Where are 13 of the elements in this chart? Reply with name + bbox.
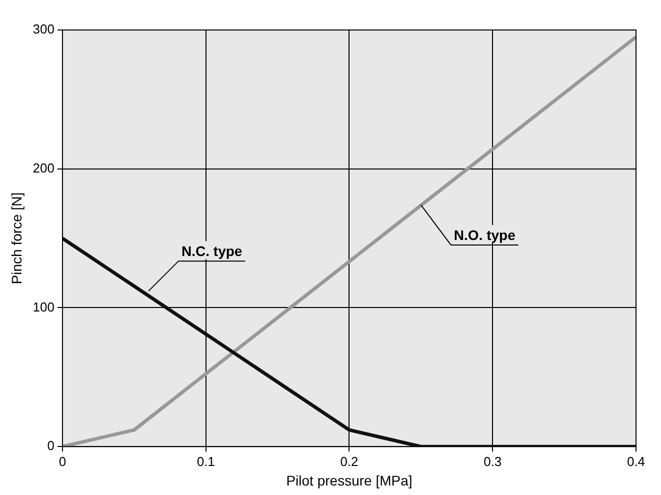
annotation: N.C. type <box>182 242 242 259</box>
x-tick-label: 0.2 <box>340 454 358 469</box>
y-tick-label: 300 <box>32 22 54 37</box>
x-tick-label: 0.1 <box>196 454 215 469</box>
x-tick-label: 0.3 <box>484 454 502 469</box>
annotation: N.O. type <box>454 226 516 243</box>
y-axis-title: Pinch force [N] <box>8 192 24 284</box>
x-axis-title: Pilot pressure [MPa] <box>286 472 412 488</box>
y-tick-label: 0 <box>47 438 54 454</box>
y-tick-label: 200 <box>32 160 54 176</box>
y-tick-label: 100 <box>32 299 54 314</box>
x-tick-label: 0 <box>58 454 66 469</box>
x-tick-label: 0.4 <box>626 454 646 469</box>
